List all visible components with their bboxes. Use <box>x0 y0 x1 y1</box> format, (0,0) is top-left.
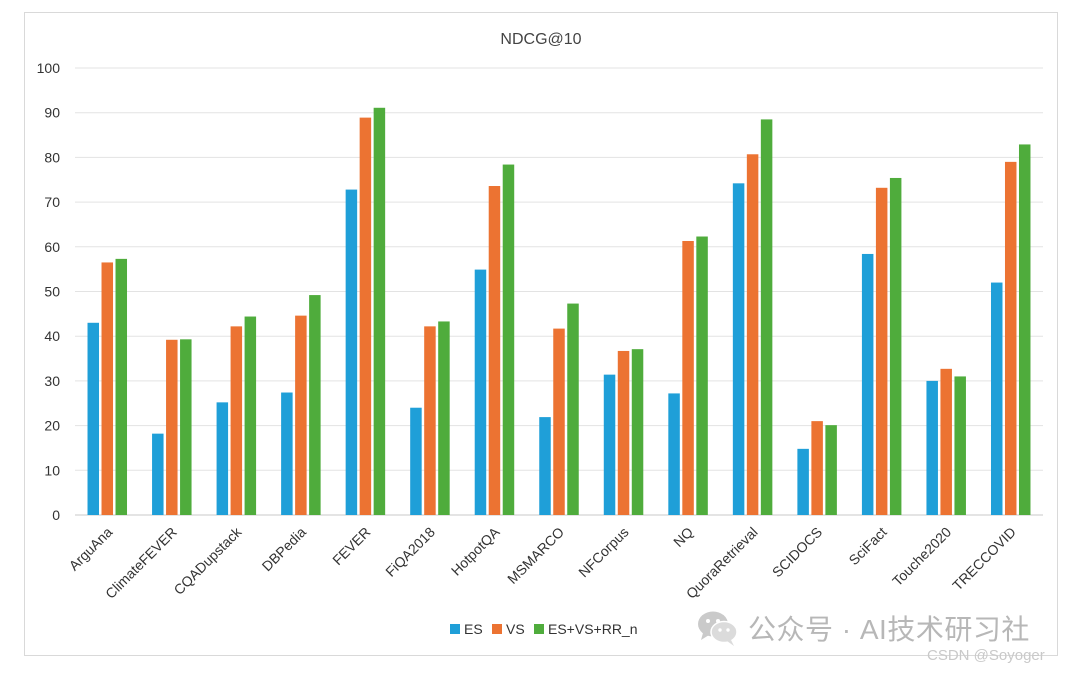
chart-title: NDCG@10 <box>500 31 581 48</box>
y-tick-label: 10 <box>44 462 60 478</box>
y-tick-label: 80 <box>44 149 60 165</box>
bar-es <box>603 374 616 515</box>
x-tick-label: CQADupstack <box>170 523 245 598</box>
y-tick-label: 20 <box>44 418 60 434</box>
x-tick-label: FiQA2018 <box>382 524 438 580</box>
watermark-source: CSDN @Soyoger <box>927 647 1045 664</box>
bar-es-vs-rr-n <box>180 339 192 515</box>
bar-es <box>474 269 487 515</box>
bar-es <box>152 433 164 515</box>
legend: ES VS ES+VS+RR_n <box>450 621 638 637</box>
bar-vs <box>166 339 178 515</box>
bar-vs <box>424 326 436 515</box>
bar-es-vs-rr-n <box>373 107 386 516</box>
bar-es-vs-rr-n <box>760 119 773 515</box>
bar-es-vs-rr-n <box>244 316 257 515</box>
bar-es <box>345 189 358 516</box>
bar-es <box>668 393 680 515</box>
x-tick-label: HotpotQA <box>448 523 503 578</box>
bar-es <box>410 407 422 515</box>
bar-es-vs-rr-n <box>825 425 837 515</box>
x-tick-label: ArguAna <box>66 524 116 574</box>
bar-es <box>861 253 874 515</box>
y-tick-label: 0 <box>52 507 60 523</box>
legend-label: VS <box>506 621 525 637</box>
y-tick-label: 100 <box>37 60 61 76</box>
bar-es <box>216 402 229 515</box>
x-tick-label: TRECCOVID <box>949 524 1019 594</box>
bar-vs <box>811 421 823 515</box>
watermark-text: 公众号 · AI技术研习社 <box>748 614 1030 645</box>
bar-es <box>926 380 938 515</box>
legend-swatch <box>534 624 544 634</box>
bar-vs <box>488 186 501 515</box>
bar-vs <box>1004 161 1017 515</box>
legend-label: ES+VS+RR_n <box>548 621 638 637</box>
bar-es <box>539 417 551 515</box>
x-tick-label: NQ <box>670 524 696 550</box>
x-tick-label: Touche2020 <box>889 524 954 589</box>
bar-vs <box>295 315 307 515</box>
bar-es <box>87 322 100 515</box>
y-tick-label: 60 <box>44 239 60 255</box>
x-tick-label: SCIDOCS <box>769 524 825 580</box>
x-tick-label: SciFact <box>845 524 889 568</box>
x-tick-label: MSMARCO <box>504 524 567 587</box>
bar-es-vs-rr-n <box>309 295 321 515</box>
x-tick-label: DBPedia <box>259 524 310 575</box>
bar-es <box>281 392 293 515</box>
bar-es-vs-rr-n <box>115 258 128 515</box>
bar-es <box>797 448 809 515</box>
bar-es-vs-rr-n <box>1018 144 1031 515</box>
x-tick-label: FEVER <box>329 524 373 568</box>
bar-es-vs-rr-n <box>954 376 966 515</box>
bars <box>87 107 1031 516</box>
bar-es <box>990 282 1003 515</box>
bar-es <box>732 183 745 516</box>
x-tick-label: NFCorpus <box>575 524 631 580</box>
bar-vs <box>875 187 888 515</box>
y-tick-label: 30 <box>44 373 60 389</box>
legend-swatch <box>492 624 502 634</box>
y-axis-ticks: 0 10 20 30 40 50 60 70 80 90 100 <box>37 60 61 523</box>
bar-vs <box>101 262 114 515</box>
bar-vs <box>940 368 952 515</box>
legend-swatch <box>450 624 460 634</box>
bar-es-vs-rr-n <box>696 236 708 516</box>
bar-es-vs-rr-n <box>631 349 644 515</box>
bar-es-vs-rr-n <box>889 177 902 515</box>
bar-es-vs-rr-n <box>502 164 515 515</box>
y-tick-label: 40 <box>44 328 60 344</box>
bar-vs <box>746 154 759 515</box>
bar-vs <box>359 117 372 515</box>
y-tick-label: 70 <box>44 194 60 210</box>
legend-label: ES <box>464 621 483 637</box>
y-tick-label: 90 <box>44 105 60 121</box>
watermark: 公众号 · AI技术研习社 <box>696 608 1030 648</box>
bar-vs <box>682 240 694 515</box>
bar-es-vs-rr-n <box>567 303 579 515</box>
wechat-icon <box>696 608 740 648</box>
bar-es-vs-rr-n <box>438 321 450 515</box>
y-tick-label: 50 <box>44 284 60 300</box>
bar-vs <box>230 326 243 515</box>
bar-vs <box>617 350 630 515</box>
bar-vs <box>553 328 565 515</box>
